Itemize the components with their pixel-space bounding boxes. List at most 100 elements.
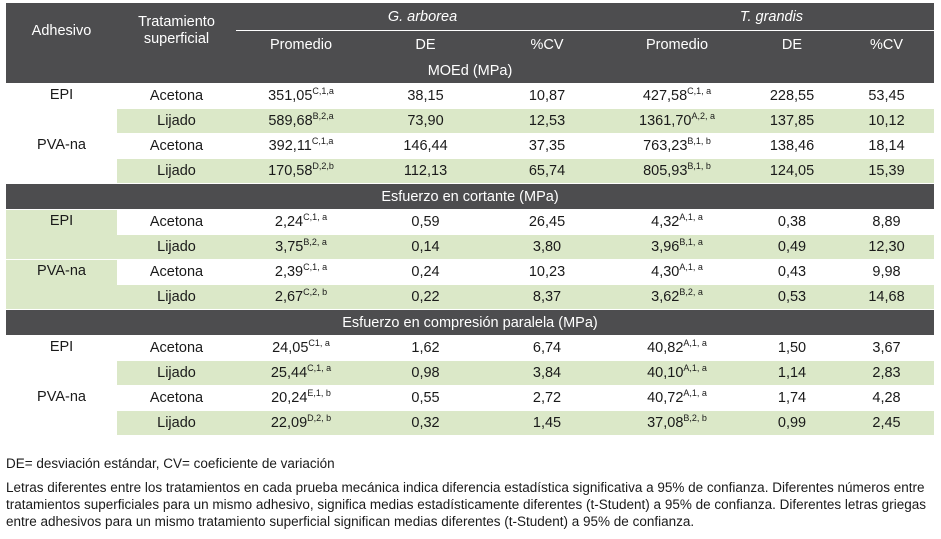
adhesive-cell: EPI	[6, 335, 117, 386]
g-arborea-de-cell: 0,24	[366, 259, 485, 285]
g-arborea-mean-cell: 351,05C,1,a	[236, 83, 366, 109]
significance-superscript: C,1, a	[307, 363, 332, 373]
t-grandis-cv-cell: 9,98	[839, 259, 934, 285]
significance-superscript: B,2, b	[683, 413, 707, 423]
treatment-cell: Lijado	[117, 108, 236, 134]
mean-value: 3,62	[651, 289, 680, 305]
treatment-cell: Lijado	[117, 234, 236, 260]
t-grandis-cv-cell: 15,39	[839, 158, 934, 184]
t-grandis-de-cell: 228,55	[745, 83, 839, 109]
t-grandis-mean-cell: 40,10A,1, a	[609, 360, 745, 386]
t-grandis-cv-cell: 3,67	[839, 335, 934, 361]
t-grandis-cv-cell: 4,28	[839, 385, 934, 411]
t-grandis-cv-cell: 2,45	[839, 410, 934, 436]
t-grandis-de-cell: 138,46	[745, 133, 839, 159]
mean-value: 40,72	[647, 390, 684, 406]
t-grandis-de-cell: 0,49	[745, 234, 839, 260]
adhesive-cell: PVA-na	[6, 385, 117, 436]
g-arborea-cv-cell: 37,35	[485, 133, 609, 159]
t-grandis-cv-cell: 10,12	[839, 108, 934, 134]
g-arborea-mean-cell: 2,39C,1, a	[236, 259, 366, 285]
treatment-cell: Acetona	[117, 259, 236, 285]
table-header: Adhesivo Tratamiento superficial G. arbo…	[6, 3, 934, 58]
mean-value: 4,30	[651, 264, 680, 280]
col-header-cv: %CV	[839, 30, 934, 58]
t-grandis-mean-cell: 763,23B,1, b	[609, 133, 745, 159]
t-grandis-mean-cell: 3,62B,2, a	[609, 284, 745, 310]
table-row: Lijado 3,75B,2, a 0,14 3,80 3,96B,1, a 0,49 12…	[6, 234, 934, 260]
t-grandis-mean-cell: 805,93B,1, b	[609, 158, 745, 184]
t-grandis-cv-cell: 12,30	[839, 234, 934, 260]
treatment-cell: Lijado	[117, 360, 236, 386]
significance-superscript: A,1, a	[683, 388, 707, 398]
t-grandis-de-cell: 137,85	[745, 108, 839, 134]
treatment-cell: Acetona	[117, 83, 236, 109]
significance-superscript: A,2, a	[691, 111, 715, 121]
table-row: PVA-na Acetona 392,11C,1,a 146,44 37,35 763,2…	[6, 133, 934, 184]
mean-value: 37,08	[647, 415, 684, 431]
treatment-cell: Acetona	[117, 385, 236, 411]
table-row: EPI Acetona 351,05C,1,a 38,15 10,87 427,58C,1…	[6, 83, 934, 134]
t-grandis-de-cell: 0,53	[745, 284, 839, 310]
significance-superscript: A,1, a	[679, 212, 703, 222]
mean-value: 40,82	[647, 340, 684, 356]
table-row: Lijado 2,67C,2, b 0,22 8,37 3,62B,2, a 0,53 14…	[6, 284, 934, 310]
species-header-t-grandis: T. grandis	[609, 3, 934, 31]
significance-superscript: C,1, a	[687, 86, 712, 96]
g-arborea-de-cell: 0,22	[366, 284, 485, 310]
significance-superscript: B,1, b	[687, 136, 711, 146]
abbreviation-note: DE= desviación estándar, CV= coeficiente…	[6, 456, 335, 471]
g-arborea-cv-cell: 3,80	[485, 234, 609, 260]
t-grandis-cv-cell: 53,45	[839, 83, 934, 109]
mean-value: 763,23	[643, 138, 688, 154]
significance-superscript: A,1, a	[683, 363, 707, 373]
col-header-promedio: Promedio	[236, 30, 366, 58]
mean-value: 24,05	[272, 340, 309, 356]
treatment-cell: Lijado	[117, 284, 236, 310]
t-grandis-de-cell: 0,38	[745, 209, 839, 235]
table-row: PVA-na Acetona 20,24E,1, b 0,55 2,72 40,72A,1…	[6, 385, 934, 436]
col-header-de: DE	[366, 30, 485, 58]
treatment-cell: Acetona	[117, 133, 236, 159]
significance-superscript: A,1, a	[683, 338, 707, 348]
t-grandis-mean-cell: 40,72A,1, a	[609, 385, 745, 411]
significance-superscript: B,2,a	[312, 111, 334, 121]
t-grandis-de-cell: 0,99	[745, 410, 839, 436]
mean-value: 20,24	[271, 390, 308, 406]
section-header-row: MOEd (MPa)	[6, 58, 934, 84]
significance-superscript: C1, a	[308, 338, 330, 348]
table-row: Lijado 22,09D,2, b 0,32 1,45 37,08B,2, b 0,99…	[6, 410, 934, 436]
mean-value: 2,39	[274, 264, 304, 280]
adhesive-cell: PVA-na	[6, 259, 117, 310]
significance-superscript: B,2, a	[679, 287, 703, 297]
g-arborea-mean-cell: 392,11C,1,a	[236, 133, 366, 159]
g-arborea-cv-cell: 26,45	[485, 209, 609, 235]
significance-superscript: C,1,a	[312, 86, 334, 96]
g-arborea-mean-cell: 22,09D,2, b	[236, 410, 366, 436]
treatment-cell: Acetona	[117, 335, 236, 361]
g-arborea-de-cell: 38,15	[366, 83, 485, 109]
t-grandis-mean-cell: 427,58C,1, a	[609, 83, 745, 109]
g-arborea-de-cell: 0,55	[366, 385, 485, 411]
section-title: Esfuerzo en compresión paralela (MPa)	[6, 309, 934, 336]
section-header-row: Esfuerzo en cortante (MPa)	[6, 183, 934, 210]
table-row: Lijado 25,44C,1, a 0,98 3,84 40,10A,1, a 1,14…	[6, 360, 934, 386]
mean-value: 2,24	[274, 214, 304, 230]
col-header-cv: %CV	[485, 30, 609, 58]
g-arborea-de-cell: 73,90	[366, 108, 485, 134]
treatment-cell: Acetona	[117, 209, 236, 235]
treatment-cell: Lijado	[117, 158, 236, 184]
col-header-tratamiento-label: Tratamiento superficial	[138, 13, 215, 47]
t-grandis-de-cell: 1,74	[745, 385, 839, 411]
g-arborea-cv-cell: 8,37	[485, 284, 609, 310]
mean-value: 351,05	[268, 88, 313, 104]
g-arborea-cv-cell: 12,53	[485, 108, 609, 134]
mean-value: 427,58	[642, 88, 688, 104]
section-header-row: Esfuerzo en compresión paralela (MPa)	[6, 309, 934, 336]
mean-value: 40,10	[647, 365, 684, 381]
significance-superscript: B,2, a	[303, 237, 327, 247]
section-title: MOEd (MPa)	[6, 58, 934, 84]
g-arborea-cv-cell: 6,74	[485, 335, 609, 361]
g-arborea-mean-cell: 2,67C,2, b	[236, 284, 366, 310]
mean-value: 25,44	[270, 365, 308, 381]
